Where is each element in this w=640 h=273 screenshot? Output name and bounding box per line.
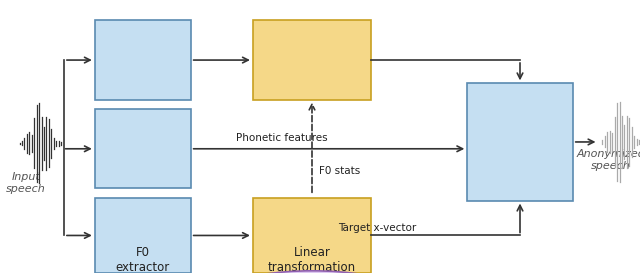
Text: F0 stats: F0 stats	[319, 166, 360, 176]
FancyBboxPatch shape	[467, 83, 573, 201]
FancyBboxPatch shape	[253, 198, 371, 273]
Text: Target x-vector: Target x-vector	[339, 222, 417, 233]
FancyBboxPatch shape	[253, 20, 371, 100]
FancyBboxPatch shape	[95, 20, 191, 100]
Text: Phonetic features: Phonetic features	[236, 133, 328, 143]
Text: Input
speech: Input speech	[6, 172, 45, 194]
FancyBboxPatch shape	[95, 198, 191, 273]
FancyBboxPatch shape	[95, 109, 191, 188]
Text: Anonymized
speech: Anonymized speech	[577, 149, 640, 171]
Text: F0
extractor: F0 extractor	[116, 246, 170, 273]
Text: Linear
transformation: Linear transformation	[268, 246, 356, 273]
Ellipse shape	[242, 271, 383, 273]
